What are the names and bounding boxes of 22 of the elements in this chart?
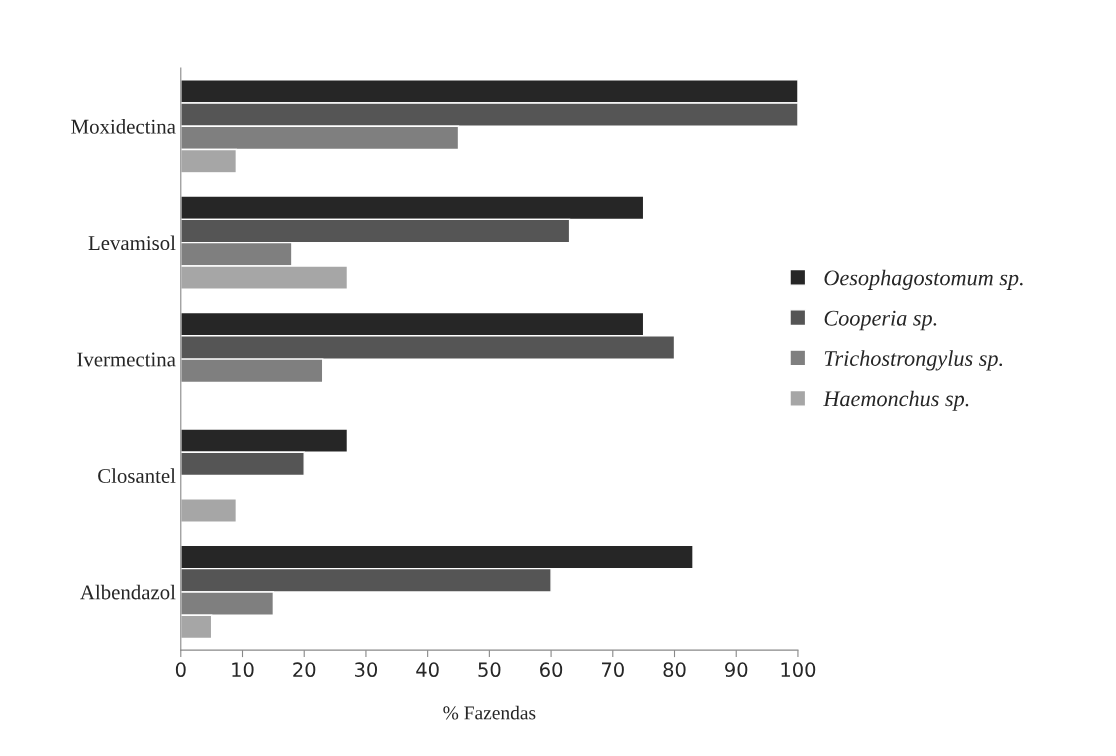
y-tick-label: Ivermectina (77, 352, 176, 367)
legend-label: Haemonchus sp. (823, 390, 969, 411)
x-axis-title: % Fazendas (443, 705, 536, 720)
x-tick-label: 10 (232, 662, 254, 678)
y-tick-label: Albendazol (80, 584, 176, 600)
x-tick-label: 0 (175, 662, 186, 678)
x-tick-label: 60 (540, 662, 563, 678)
y-tick-label: Closantel (98, 468, 176, 483)
x-tick-label: 90 (725, 662, 748, 678)
x-tick-label: 100 (781, 662, 816, 678)
bar (180, 498, 238, 523)
legend-label: Trichostrongylus sp. (824, 350, 1003, 371)
x-tick-label: 40 (416, 662, 439, 678)
x-tick-label: 80 (663, 662, 686, 678)
x-tick-label: 70 (602, 662, 624, 678)
x-tick-label: 50 (478, 662, 501, 678)
legend-label: Oesophagostomum sp. (824, 269, 1023, 290)
y-tick-label: Levamisol (88, 235, 176, 251)
x-tick-label: 30 (355, 662, 378, 678)
x-tick-label: 20 (293, 662, 316, 678)
legend-label: Cooperia sp. (824, 310, 937, 331)
y-tick-label: Moxidectina (71, 119, 176, 134)
